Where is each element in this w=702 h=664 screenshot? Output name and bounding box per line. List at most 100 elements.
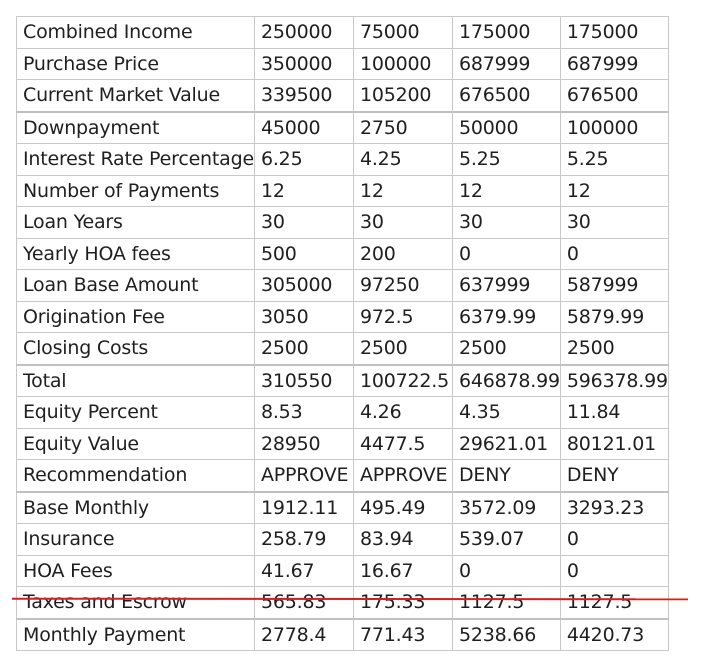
table-row: Base Monthly 1912.11 495.49 3572.09 3293.23 — [16, 490, 669, 524]
value-cell-col-1: 45000 — [253, 110, 354, 144]
value-cell-col-4: 4420.73 — [559, 617, 669, 651]
row-label-cell: Yearly HOA fees — [16, 237, 255, 270]
row-label-cell: Origination Fee — [16, 300, 255, 333]
value-cell-col-1: 350000 — [253, 47, 354, 80]
value-cell-col-4: 3293.23 — [559, 490, 669, 524]
value-cell-col-2: 16.67 — [352, 554, 453, 587]
value-cell-col-1: 500 — [253, 237, 354, 270]
row-label-cell: Base Monthly — [16, 490, 255, 524]
value-cell-col-3: 50000 — [451, 110, 561, 144]
value-cell-col-2: 30 — [352, 206, 453, 239]
value-cell-col-4: 80121.01 — [559, 427, 669, 460]
table-row: Taxes and Escrow 565.83 175.33 1127.5 1127.5 — [16, 586, 669, 619]
table-body: Combined Income 250000 75000 175000 175000 Pu… — [16, 16, 669, 651]
value-cell-col-1: 258.79 — [253, 523, 354, 556]
value-cell-col-3: 30 — [451, 206, 561, 239]
value-cell-col-4: 596378.99 — [559, 363, 669, 397]
value-cell-col-2: 75000 — [352, 16, 453, 49]
table-row: Purchase Price 350000 100000 687999 687999 — [16, 47, 669, 80]
value-cell-col-3: 6379.99 — [451, 300, 561, 333]
value-cell-col-3: 1127.5 — [451, 586, 561, 619]
value-cell-col-3: 29621.01 — [451, 427, 561, 460]
value-cell-col-2: 97250 — [352, 269, 453, 302]
table-row: Total 310550 100722.5 646878.99 596378.99 — [16, 363, 669, 397]
value-cell-col-2: 495.49 — [352, 490, 453, 524]
value-cell-col-3: 12 — [451, 174, 561, 207]
table-row: Loan Base Amount 305000 97250 637999 587999 — [16, 269, 669, 302]
value-cell-col-3: 0 — [451, 554, 561, 587]
value-cell-col-3: 539.07 — [451, 523, 561, 556]
value-cell-col-4: 12 — [559, 174, 669, 207]
row-label-cell: Equity Percent — [16, 396, 255, 429]
value-cell-col-2: 100000 — [352, 47, 453, 80]
value-cell-col-1: 3050 — [253, 300, 354, 333]
mortgage-comparison-table: Combined Income 250000 75000 175000 175000 Pu… — [16, 16, 669, 651]
value-cell-col-3: 5238.66 — [451, 617, 561, 651]
value-cell-col-2: 4.25 — [352, 143, 453, 176]
value-cell-col-4: 1127.5 — [559, 586, 669, 619]
value-cell-col-2: APPROVE — [352, 459, 453, 492]
row-label-cell: Taxes and Escrow — [16, 586, 255, 619]
table-row: Equity Value 28950 4477.5 29621.01 80121.01 — [16, 427, 669, 460]
value-cell-col-1: 2778.4 — [253, 617, 354, 651]
value-cell-col-1: 1912.11 — [253, 490, 354, 524]
value-cell-col-2: 4477.5 — [352, 427, 453, 460]
value-cell-col-3: 637999 — [451, 269, 561, 302]
value-cell-col-3: 5.25 — [451, 143, 561, 176]
value-cell-col-4: 587999 — [559, 269, 669, 302]
value-cell-col-2: 200 — [352, 237, 453, 270]
value-cell-col-3: 676500 — [451, 79, 561, 112]
value-cell-col-1: 565.83 — [253, 586, 354, 619]
value-cell-col-2: 2750 — [352, 110, 453, 144]
value-cell-col-4: 30 — [559, 206, 669, 239]
table-row: HOA Fees 41.67 16.67 0 0 — [16, 554, 669, 587]
value-cell-col-4: 0 — [559, 237, 669, 270]
value-cell-col-1: 305000 — [253, 269, 354, 302]
value-cell-col-1: 12 — [253, 174, 354, 207]
value-cell-col-4: 5.25 — [559, 143, 669, 176]
value-cell-col-4: 100000 — [559, 110, 669, 144]
value-cell-col-4: 676500 — [559, 79, 669, 112]
value-cell-col-1: 30 — [253, 206, 354, 239]
row-label-cell: Insurance — [16, 523, 255, 556]
value-cell-col-3: 4.35 — [451, 396, 561, 429]
value-cell-col-3: 2500 — [451, 332, 561, 365]
value-cell-col-2: 4.26 — [352, 396, 453, 429]
value-cell-col-4: 2500 — [559, 332, 669, 365]
row-label-cell: Purchase Price — [16, 47, 255, 80]
table-row: Monthly Payment 2778.4 771.43 5238.66 4420.7… — [16, 617, 669, 651]
row-label-cell: Interest Rate Percentage — [16, 143, 255, 176]
row-label-cell: Monthly Payment — [16, 617, 255, 651]
value-cell-col-1: APPROVE — [253, 459, 354, 492]
value-cell-col-3: 646878.99 — [451, 363, 561, 397]
value-cell-col-4: 175000 — [559, 16, 669, 49]
value-cell-col-2: 105200 — [352, 79, 453, 112]
value-cell-col-2: 12 — [352, 174, 453, 207]
row-label-cell: Loan Years — [16, 206, 255, 239]
table-row: Closing Costs 2500 2500 2500 2500 — [16, 332, 669, 365]
value-cell-col-3: 687999 — [451, 47, 561, 80]
value-cell-col-2: 771.43 — [352, 617, 453, 651]
table-row: Current Market Value 339500 105200 676500 67… — [16, 79, 669, 112]
table-row: Downpayment 45000 2750 50000 100000 — [16, 110, 669, 144]
table-row: Number of Payments 12 12 12 12 — [16, 174, 669, 207]
table-row: Loan Years 30 30 30 30 — [16, 206, 669, 239]
value-cell-col-1: 6.25 — [253, 143, 354, 176]
row-label-cell: Combined Income — [16, 16, 255, 49]
row-label-cell: HOA Fees — [16, 554, 255, 587]
value-cell-col-2: 175.33 — [352, 586, 453, 619]
table-row: Origination Fee 3050 972.5 6379.99 5879.99 — [16, 300, 669, 333]
table-row: Interest Rate Percentage 6.25 4.25 5.25 5.25 — [16, 143, 669, 176]
row-label-cell: Loan Base Amount — [16, 269, 255, 302]
value-cell-col-4: 0 — [559, 523, 669, 556]
row-label-cell: Total — [16, 363, 255, 397]
value-cell-col-4: 687999 — [559, 47, 669, 80]
value-cell-col-1: 28950 — [253, 427, 354, 460]
value-cell-col-1: 250000 — [253, 16, 354, 49]
value-cell-col-1: 339500 — [253, 79, 354, 112]
value-cell-col-1: 2500 — [253, 332, 354, 365]
value-cell-col-2: 2500 — [352, 332, 453, 365]
value-cell-col-1: 8.53 — [253, 396, 354, 429]
value-cell-col-2: 972.5 — [352, 300, 453, 333]
row-label-cell: Number of Payments — [16, 174, 255, 207]
